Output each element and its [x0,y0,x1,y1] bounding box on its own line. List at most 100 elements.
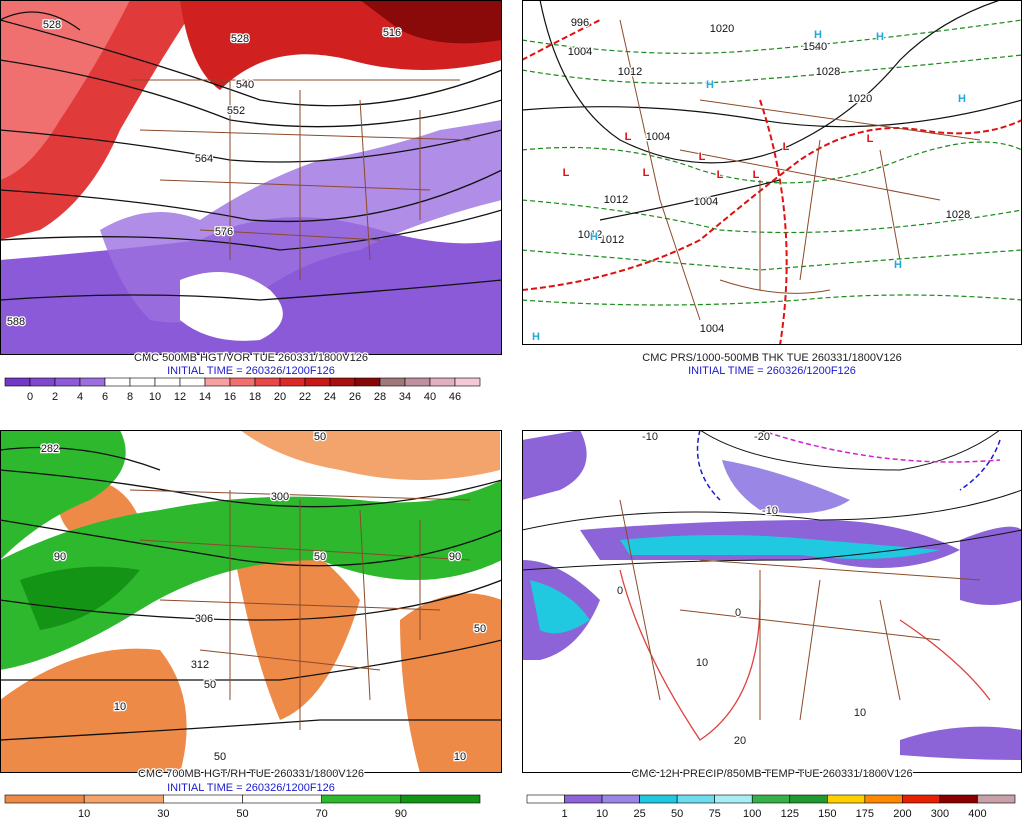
colorbar-swatch [163,794,243,804]
low-marker: L [699,151,706,163]
colorbar-label: 10 [596,808,608,819]
high-marker: H [958,93,966,105]
high-marker: H [894,259,902,271]
colorbar-label: 75 [709,808,721,819]
contour-label: 0 [735,607,741,619]
colorbar-swatch [714,794,753,804]
colorbar-swatch [789,794,828,804]
colorbar-label: 50 [671,808,683,819]
colorbar-label: 10 [78,808,90,819]
colorbar-swatch [601,794,640,804]
colorbar-label: 18 [249,391,261,403]
contour-label: 576 [215,226,233,238]
contour-label: 10 [114,701,126,713]
colorbar-label: 14 [199,391,211,403]
low-marker: L [753,169,760,181]
contour-label: 528 [43,19,61,31]
contour-label: 1020 [710,23,734,35]
colorbar-swatch [939,794,978,804]
colorbar-label: 10 [149,391,161,403]
contour-label: 0 [617,585,623,597]
colorbar-swatch [54,377,81,387]
contour-label: -10 [642,431,658,443]
panel: 282 300 306 312 50 90 50 50 10 50 90 50 10 CMC 700MB … [4,430,487,820]
colorbar-label: 40 [424,391,436,403]
colorbar-label: 16 [224,391,236,403]
colorbar-swatch [400,794,481,804]
colorbar-swatch [204,377,231,387]
colorbar-label: 50 [236,808,248,819]
contour-label: 10 [454,751,466,763]
colorbar-label: 8 [127,391,133,403]
contour-label: -10 [762,505,778,517]
colorbar-swatch [454,377,481,387]
colorbar-label: 25 [633,808,645,819]
colorbar-label: 100 [743,808,761,819]
low-marker: L [783,141,790,153]
contour-label: 10 [696,657,708,669]
panel: 9961004102010201028102010121004101210121… [531,16,971,379]
contour-label: 50 [214,751,226,763]
panel-title: CMC 700MB HGT/RH TUE 260331/1800V126 [138,768,364,780]
contour-label: 1012 [618,66,642,78]
initial-time: INITIAL TIME = 260326/1200F126 [688,365,856,377]
colorbar-swatch [229,377,256,387]
contour-label: 50 [204,679,216,691]
colorbar-swatch [179,377,206,387]
colorbar-label: 46 [449,391,461,403]
high-marker: H [590,231,598,243]
colorbar-swatch [564,794,603,804]
contour-label: 1004 [694,196,718,208]
contour-label: 50 [314,551,326,563]
panel: 528 528 516 540 552 564 576 588 CMC 500MB HGT/VO… [4,18,481,403]
high-marker: H [876,31,884,43]
colorbar-swatch [129,377,156,387]
panel: -10 -20 -10 0 0 10 10 20 CMC 12H PRECIP/850MB TE… [526,430,1016,820]
colorbar-label: 300 [931,808,949,819]
contour-label: 1028 [946,209,970,221]
colorbar-label: 400 [968,808,986,819]
contour-label: 300 [271,491,289,503]
contour-label: -20 [754,431,770,443]
contour-label: 552 [227,105,245,117]
colorbar-label: 6 [102,391,108,403]
colorbar-label: 1 [561,808,567,819]
colorbar-label: 2 [52,391,58,403]
colorbar-label: 90 [395,808,407,819]
contour-label: 306 [195,613,213,625]
colorbar-label: 28 [374,391,386,403]
colorbar-label: 26 [349,391,361,403]
low-marker: L [717,169,724,181]
contour-label: 564 [195,153,213,165]
colorbar-swatch [321,794,402,804]
colorbar-swatch [154,377,181,387]
contour-label: 528 [231,33,249,45]
initial-time: INITIAL TIME = 260326/1200F126 [167,365,335,377]
colorbar-swatch [79,377,106,387]
colorbar-swatch [254,377,281,387]
colorbar-swatch [29,377,56,387]
colorbar-swatch [526,794,565,804]
contour-label: 1004 [568,46,592,58]
contour-label: 20 [734,735,746,747]
colorbar-swatch [4,794,85,804]
map-500mb [0,0,502,355]
colorbar-swatch [354,377,381,387]
low-marker: L [643,167,650,179]
contour-label: 50 [314,431,326,443]
contour-label: 90 [54,551,66,563]
colorbar-swatch [329,377,356,387]
colorbar-label: 24 [324,391,336,403]
panel-title: CMC 12H PRECIP/850MB TEMP TUE 260331/180… [631,768,912,780]
high-marker: H [706,79,714,91]
colorbar-label: 20 [274,391,286,403]
contour-label: 588 [7,316,25,328]
colorbar-swatch [279,377,306,387]
colorbar-swatch [4,377,31,387]
contour-label: 1012 [604,194,628,206]
colorbar-label: 70 [316,808,328,819]
colorbar-label: 200 [893,808,911,819]
colorbar-swatch [404,377,431,387]
